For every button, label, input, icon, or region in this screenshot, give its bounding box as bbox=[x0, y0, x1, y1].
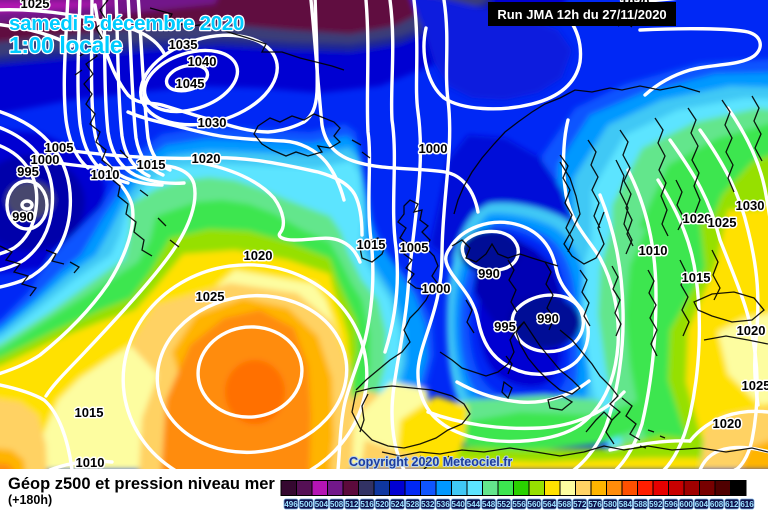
svg-text:1015: 1015 bbox=[137, 157, 166, 172]
svg-text:1040: 1040 bbox=[188, 54, 217, 69]
svg-text:1030: 1030 bbox=[736, 198, 765, 213]
svg-text:516: 516 bbox=[360, 500, 374, 509]
svg-text:588: 588 bbox=[634, 500, 648, 509]
svg-text:1020: 1020 bbox=[683, 211, 712, 226]
svg-text:500: 500 bbox=[300, 500, 314, 509]
svg-text:1025: 1025 bbox=[708, 215, 737, 230]
svg-text:548: 548 bbox=[482, 500, 496, 509]
svg-text:1045: 1045 bbox=[176, 76, 205, 91]
svg-text:(+180h): (+180h) bbox=[8, 493, 52, 507]
svg-text:1015: 1015 bbox=[682, 270, 711, 285]
svg-text:508: 508 bbox=[330, 500, 344, 509]
svg-text:1015: 1015 bbox=[75, 405, 104, 420]
svg-text:1015: 1015 bbox=[357, 237, 386, 252]
svg-text:1030: 1030 bbox=[198, 115, 227, 130]
svg-text:604: 604 bbox=[695, 500, 709, 509]
svg-text:1005: 1005 bbox=[400, 240, 429, 255]
svg-text:1020: 1020 bbox=[244, 248, 273, 263]
svg-text:532: 532 bbox=[421, 500, 435, 509]
svg-text:1025: 1025 bbox=[742, 378, 768, 393]
svg-text:1010: 1010 bbox=[639, 243, 668, 258]
svg-text:560: 560 bbox=[528, 500, 542, 509]
svg-text:536: 536 bbox=[436, 500, 450, 509]
svg-text:samedi 5 décembre 2020: samedi 5 décembre 2020 bbox=[9, 12, 244, 35]
svg-text:Copyright 2020 Meteociel.fr: Copyright 2020 Meteociel.fr bbox=[349, 455, 512, 469]
svg-text:580: 580 bbox=[604, 500, 618, 509]
svg-text:552: 552 bbox=[497, 500, 511, 509]
svg-text:576: 576 bbox=[588, 500, 602, 509]
svg-text:Run JMA 12h du 27/11/2020: Run JMA 12h du 27/11/2020 bbox=[497, 7, 666, 22]
svg-text:995: 995 bbox=[494, 319, 516, 334]
svg-text:1005: 1005 bbox=[45, 140, 74, 155]
svg-text:600: 600 bbox=[680, 500, 694, 509]
svg-text:1010: 1010 bbox=[76, 455, 105, 470]
svg-text:1020: 1020 bbox=[713, 416, 742, 431]
svg-text:512: 512 bbox=[345, 500, 359, 509]
svg-text:995: 995 bbox=[17, 164, 39, 179]
svg-text:496: 496 bbox=[284, 500, 298, 509]
svg-text:524: 524 bbox=[391, 500, 405, 509]
svg-text:608: 608 bbox=[710, 500, 724, 509]
svg-text:1035: 1035 bbox=[169, 37, 198, 52]
svg-text:990: 990 bbox=[12, 209, 34, 224]
svg-text:1020: 1020 bbox=[192, 151, 221, 166]
svg-text:528: 528 bbox=[406, 500, 420, 509]
svg-text:556: 556 bbox=[512, 500, 526, 509]
svg-text:504: 504 bbox=[315, 500, 329, 509]
svg-text:568: 568 bbox=[558, 500, 572, 509]
svg-text:584: 584 bbox=[619, 500, 633, 509]
svg-text:1000: 1000 bbox=[31, 152, 60, 167]
svg-text:592: 592 bbox=[649, 500, 663, 509]
svg-text:616: 616 bbox=[740, 500, 754, 509]
svg-text:520: 520 bbox=[376, 500, 390, 509]
svg-text:1010: 1010 bbox=[91, 167, 120, 182]
svg-text:1000: 1000 bbox=[419, 141, 448, 156]
svg-text:1000: 1000 bbox=[422, 281, 451, 296]
svg-text:Géop z500 et pression niveau m: Géop z500 et pression niveau mer bbox=[8, 475, 275, 493]
svg-text:990: 990 bbox=[478, 266, 500, 281]
svg-text:540: 540 bbox=[452, 500, 466, 509]
svg-text:596: 596 bbox=[664, 500, 678, 509]
svg-text:1025: 1025 bbox=[21, 0, 50, 11]
svg-text:564: 564 bbox=[543, 500, 557, 509]
svg-text:1025: 1025 bbox=[196, 289, 225, 304]
svg-text:544: 544 bbox=[467, 500, 481, 509]
svg-text:572: 572 bbox=[573, 500, 587, 509]
svg-text:990: 990 bbox=[537, 311, 559, 326]
svg-text:612: 612 bbox=[725, 500, 739, 509]
svg-text:1:00 locale: 1:00 locale bbox=[9, 32, 122, 58]
svg-text:1020: 1020 bbox=[737, 323, 766, 338]
